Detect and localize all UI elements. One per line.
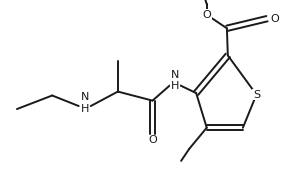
Text: O: O bbox=[148, 135, 157, 145]
Text: S: S bbox=[253, 90, 260, 100]
Text: O: O bbox=[202, 10, 211, 20]
Text: N: N bbox=[81, 92, 89, 102]
Text: H: H bbox=[81, 104, 89, 114]
Text: O: O bbox=[271, 14, 279, 24]
Text: H: H bbox=[171, 81, 179, 91]
Text: N: N bbox=[171, 70, 179, 80]
